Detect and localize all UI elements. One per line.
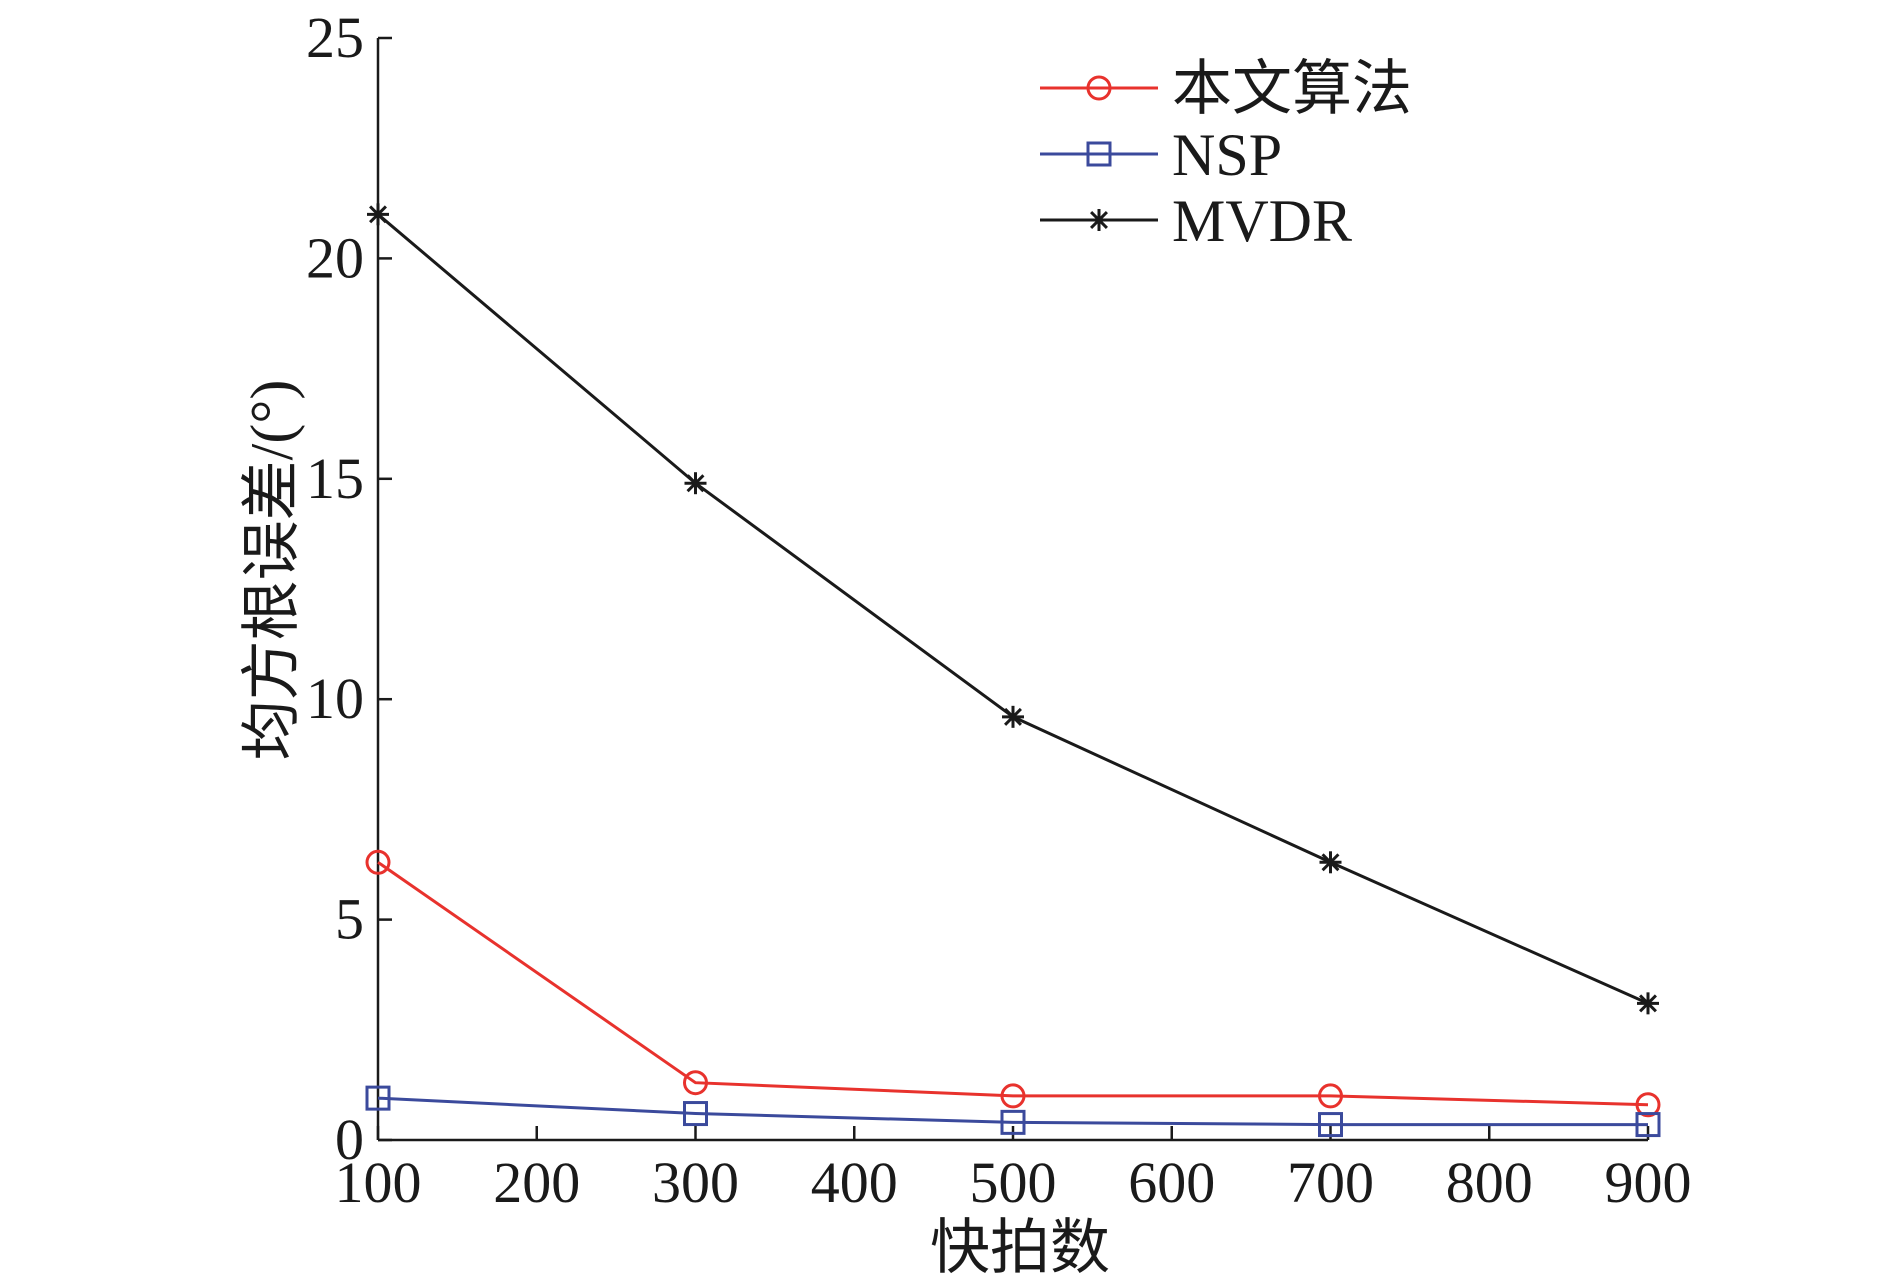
axes: 0 5 10 15 20 25 100 200 300 400 500 600 700 800 900 bbox=[306, 5, 1692, 1215]
y-tick-label: 25 bbox=[306, 5, 364, 70]
data-point-asterisk bbox=[1319, 851, 1342, 874]
y-tick-label: 0 bbox=[335, 1107, 364, 1172]
y-axis-title: 均方根误差/(°) bbox=[239, 380, 305, 761]
legend-label: MVDR bbox=[1172, 188, 1352, 254]
series-line bbox=[377, 213, 1649, 1005]
data-point-asterisk bbox=[1088, 209, 1110, 231]
data-point-circle bbox=[683, 1070, 708, 1096]
series-3 bbox=[367, 203, 1659, 1015]
data-point-square bbox=[1086, 141, 1112, 167]
x-tick-label: 200 bbox=[493, 1150, 580, 1215]
x-tick-label: 700 bbox=[1287, 1150, 1374, 1215]
data-point-circle bbox=[1318, 1083, 1343, 1109]
series-2 bbox=[365, 1085, 1661, 1138]
data-point-square bbox=[683, 1101, 708, 1127]
x-tick-label: 900 bbox=[1605, 1150, 1692, 1215]
x-tick-label: 300 bbox=[652, 1150, 739, 1215]
y-tick-label: 5 bbox=[335, 887, 364, 952]
data-point-asterisk bbox=[1002, 705, 1024, 728]
data-point-asterisk bbox=[367, 203, 389, 226]
x-axis-title: 快拍数 bbox=[930, 1215, 1110, 1281]
series-line bbox=[377, 1096, 1648, 1127]
series-line bbox=[377, 861, 1649, 1107]
legend-label: 本文算法 bbox=[1172, 56, 1412, 122]
legend-label: NSP bbox=[1172, 122, 1282, 188]
series-1 bbox=[365, 849, 1661, 1118]
legend-item: 本文算法 bbox=[1040, 56, 1412, 122]
series-layer bbox=[365, 203, 1661, 1138]
legend-item: MVDR bbox=[1040, 188, 1352, 254]
data-point-square bbox=[1318, 1112, 1343, 1138]
data-point-asterisk bbox=[1637, 992, 1659, 1015]
x-tick-label: 600 bbox=[1128, 1150, 1215, 1215]
data-point-square bbox=[1635, 1112, 1661, 1138]
y-tick-label: 15 bbox=[306, 446, 364, 511]
data-point-circle bbox=[365, 849, 391, 875]
y-tick-label: 20 bbox=[306, 225, 364, 290]
y-tick-label: 10 bbox=[306, 666, 364, 731]
x-tick-label: 400 bbox=[811, 1150, 898, 1215]
data-point-square bbox=[365, 1085, 391, 1111]
x-tick-label: 100 bbox=[335, 1150, 422, 1215]
legend-item: NSP bbox=[1040, 122, 1282, 188]
data-point-circle bbox=[1086, 75, 1112, 101]
data-point-circle bbox=[1000, 1083, 1026, 1109]
x-tick-label: 800 bbox=[1446, 1150, 1533, 1215]
data-point-asterisk bbox=[684, 472, 707, 495]
data-point-square bbox=[1000, 1109, 1026, 1135]
data-point-circle bbox=[1635, 1092, 1661, 1118]
x-tick-label: 500 bbox=[970, 1150, 1057, 1215]
